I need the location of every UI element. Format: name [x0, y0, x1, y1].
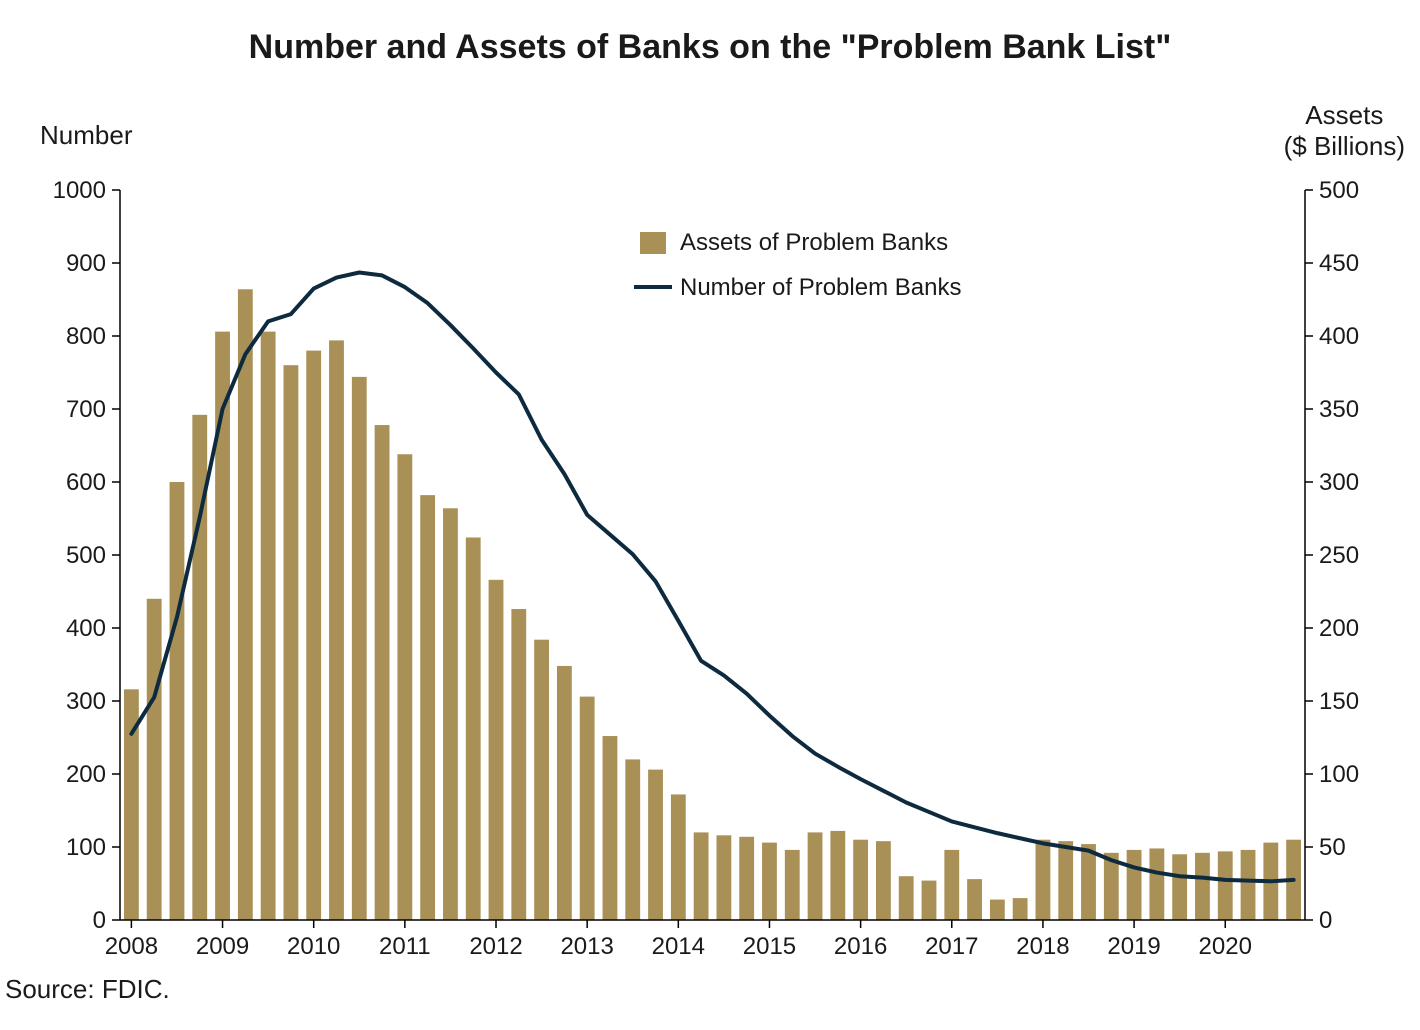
y-left-tick-label: 0	[93, 907, 106, 934]
bars-group	[124, 289, 1301, 920]
x-tick-label: 2013	[560, 933, 613, 960]
bar	[762, 843, 777, 920]
bar	[443, 508, 458, 920]
bar	[1036, 840, 1051, 920]
bar	[716, 835, 731, 920]
bar	[1195, 853, 1210, 920]
y-left-tick-label: 300	[66, 688, 106, 715]
x-tick-label: 2018	[1016, 933, 1069, 960]
y-left-tick-label: 800	[66, 323, 106, 350]
bar	[284, 365, 299, 920]
bar	[1127, 850, 1142, 920]
bar	[466, 537, 481, 920]
y-right-tick-label: 300	[1319, 469, 1359, 496]
legend-bars-label: Assets of Problem Banks	[680, 229, 948, 256]
bar	[147, 599, 162, 920]
y-left-tick-label: 200	[66, 761, 106, 788]
bar	[306, 351, 321, 920]
x-tick-label: 2014	[652, 933, 705, 960]
line-series	[131, 272, 1293, 881]
bar	[329, 340, 344, 920]
x-tick-label: 2008	[105, 933, 158, 960]
bar	[1081, 844, 1096, 920]
bar	[785, 850, 800, 920]
bar	[922, 881, 937, 920]
y-left-tick-label: 100	[66, 834, 106, 861]
x-tick-label: 2015	[743, 933, 796, 960]
x-tick-label: 2011	[379, 933, 431, 960]
y-right-tick-label: 200	[1319, 615, 1359, 642]
bar	[944, 850, 959, 920]
bar	[397, 454, 412, 920]
bar	[739, 837, 754, 920]
bar	[261, 332, 276, 920]
bar	[352, 377, 367, 920]
bar	[603, 736, 618, 920]
y-right-tick-label: 500	[1319, 177, 1359, 204]
y-right-tick-label: 450	[1319, 250, 1359, 277]
bar	[899, 876, 914, 920]
bar	[1149, 848, 1164, 920]
y-right-tick-label: 350	[1319, 396, 1359, 423]
y-left-tick-label: 400	[66, 615, 106, 642]
y-left-tick-label: 500	[66, 542, 106, 569]
bar	[170, 482, 185, 920]
bar	[876, 841, 891, 920]
legend-bar-swatch	[640, 232, 666, 254]
bar	[694, 832, 709, 920]
bar	[489, 580, 504, 920]
bar	[534, 640, 549, 920]
y-right-tick-label: 100	[1319, 761, 1359, 788]
bar	[1172, 854, 1187, 920]
bar	[671, 794, 686, 920]
bar	[1218, 851, 1233, 920]
x-tick-label: 2009	[196, 933, 249, 960]
bar	[557, 666, 572, 920]
y-right-tick-label: 50	[1319, 834, 1346, 861]
x-tick-label: 2019	[1107, 933, 1160, 960]
bar	[375, 425, 390, 920]
legend-line-label: Number of Problem Banks	[680, 274, 961, 301]
bar	[648, 770, 663, 920]
y-right-tick-label: 250	[1319, 542, 1359, 569]
bar	[808, 832, 823, 920]
y-right-tick-label: 0	[1319, 907, 1332, 934]
x-tick-label: 2012	[469, 933, 522, 960]
bar	[511, 609, 526, 920]
bar	[215, 332, 230, 920]
bar	[1241, 850, 1256, 920]
x-tick-label: 2010	[287, 933, 340, 960]
bar	[967, 879, 982, 920]
y-left-tick-label: 700	[66, 396, 106, 423]
bar	[1058, 841, 1073, 920]
y-left-tick-label: 1000	[53, 177, 106, 204]
chart-container: Number and Assets of Banks on the "Probl…	[0, 0, 1420, 1030]
x-tick-label: 2017	[925, 933, 978, 960]
bar	[853, 840, 868, 920]
bar	[1013, 898, 1028, 920]
y-left-tick-label: 600	[66, 469, 106, 496]
bar	[830, 831, 845, 920]
bar	[990, 900, 1005, 920]
bar	[238, 289, 253, 920]
x-tick-label: 2020	[1199, 933, 1252, 960]
chart-svg: 0 100 200 300 400 500 600 700 800 900 1000 0 50 100 15…	[0, 0, 1420, 1030]
y-left-tick-label: 900	[66, 250, 106, 277]
bar	[625, 759, 640, 920]
line-group	[131, 272, 1293, 881]
bar	[420, 495, 435, 920]
y-right-tick-label: 150	[1319, 688, 1359, 715]
y-right-tick-label: 400	[1319, 323, 1359, 350]
x-tick-label: 2016	[834, 933, 887, 960]
bar	[580, 697, 595, 920]
